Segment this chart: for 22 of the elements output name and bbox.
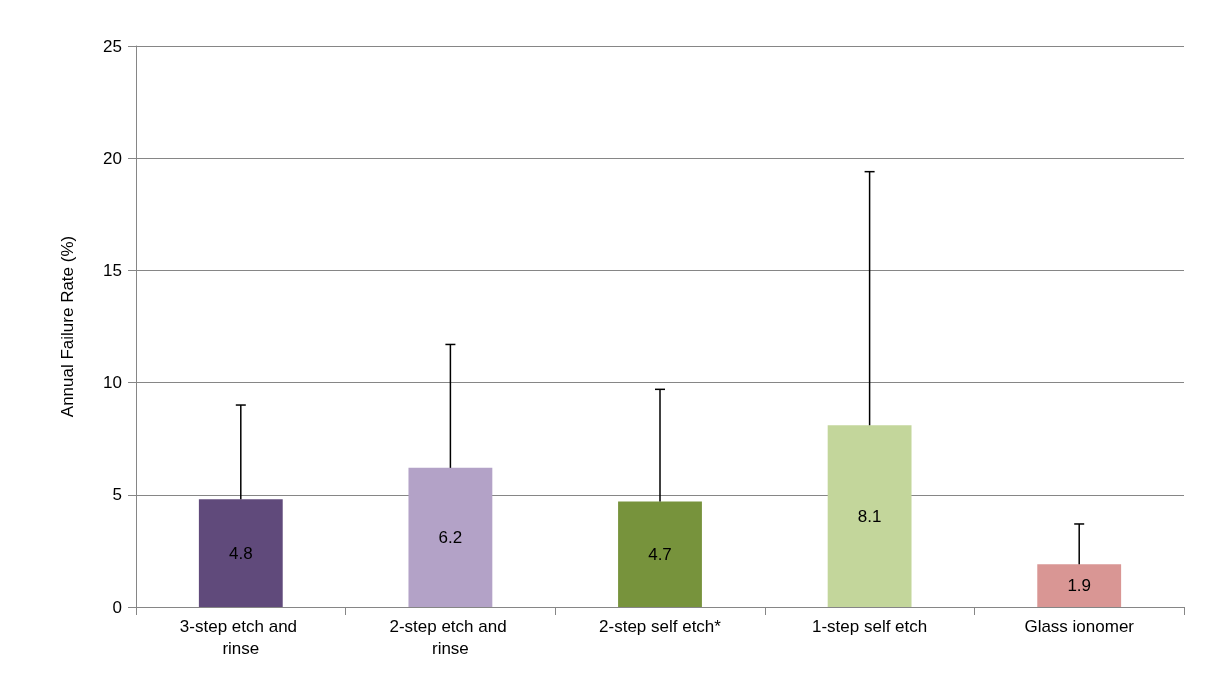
y-tick-label: 5 bbox=[112, 485, 122, 505]
bar bbox=[618, 501, 702, 607]
bar bbox=[408, 467, 493, 607]
data-label: 4.8 bbox=[228, 543, 253, 563]
data-label: 4.7 bbox=[648, 544, 672, 564]
bar bbox=[198, 499, 283, 607]
y-axis-title: Annual Failure Rate (%) bbox=[58, 235, 77, 418]
y-tick-label: 20 bbox=[103, 148, 122, 168]
x-tick-label: 3-step etch and rinse bbox=[179, 616, 302, 658]
data-label: 1.9 bbox=[1067, 576, 1092, 596]
y-tick-label: 25 bbox=[103, 36, 122, 56]
x-tick-label: Glass ionomer bbox=[1024, 616, 1135, 636]
bar bbox=[827, 425, 912, 607]
x-tick-label: 2-step self etch* bbox=[599, 616, 722, 636]
data-label: 6.2 bbox=[438, 527, 463, 547]
x-tick-label: 1-step self etch bbox=[811, 616, 928, 636]
y-tick-label: 0 bbox=[112, 597, 122, 617]
y-tick-label: 15 bbox=[103, 260, 122, 280]
y-tick-label: 10 bbox=[103, 373, 122, 393]
bar bbox=[1037, 564, 1122, 607]
x-tick-label: 2-step etch and rinse bbox=[389, 616, 512, 658]
data-label: 8.1 bbox=[857, 506, 882, 526]
